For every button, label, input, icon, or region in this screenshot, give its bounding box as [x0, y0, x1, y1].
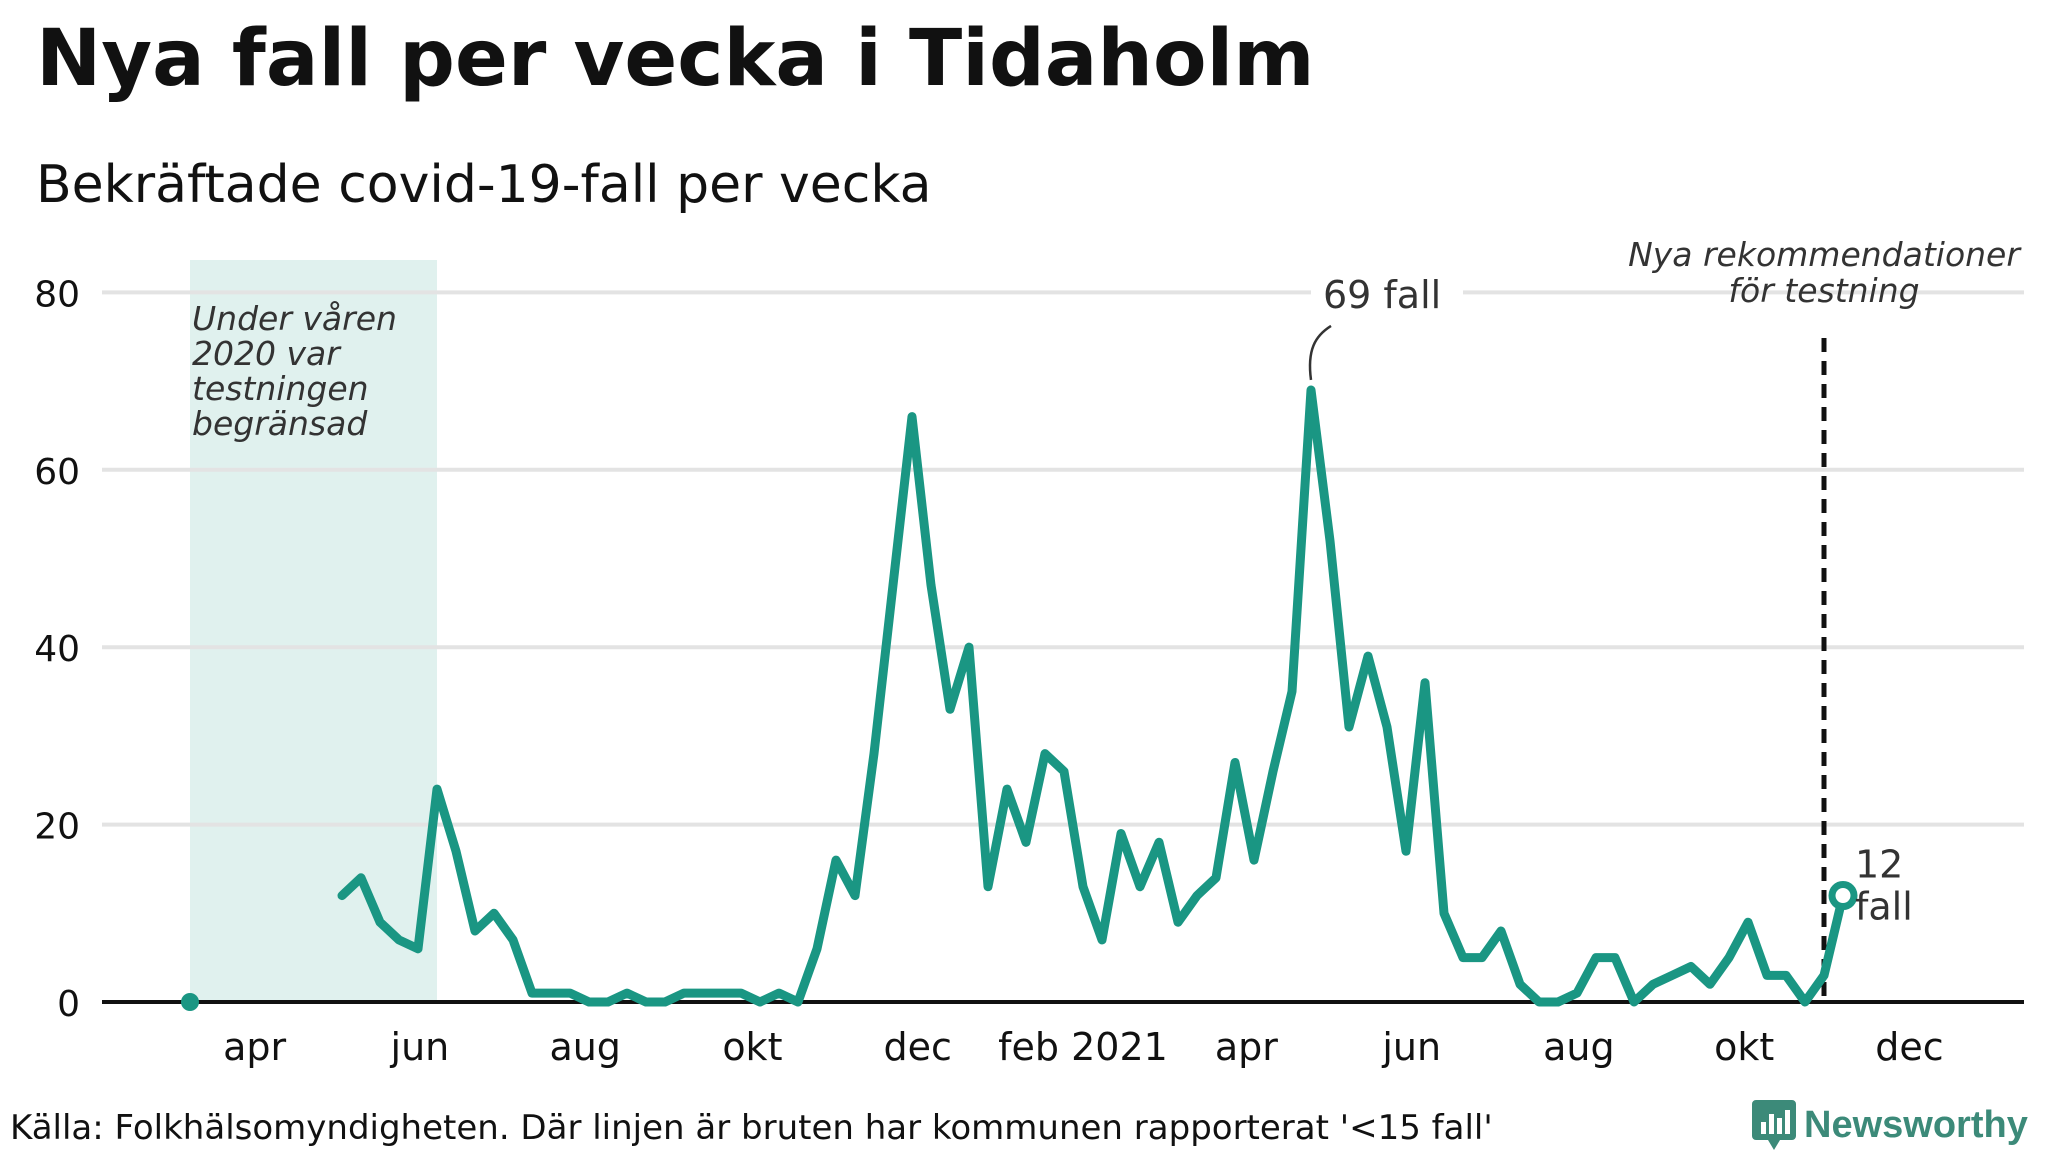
chart-subtitle: Bekräftade covid-19-fall per vecka [36, 155, 932, 215]
y-tick-label-80: 80 [34, 274, 80, 315]
x-tick-label-7: jun [1381, 1025, 1441, 1069]
newsworthy-logo-icon [1752, 1100, 1796, 1150]
x-tick-label-3: okt [722, 1025, 782, 1069]
series-line-segment-1 [337, 385, 1848, 1007]
x-tick-label-1: jun [390, 1025, 450, 1069]
shaded-region-label: Under våren 2020 var testningen begränsad [192, 299, 397, 443]
brand-name: Newsworthy [1804, 1103, 2028, 1146]
x-tick-label-5: feb 2021 [998, 1025, 1168, 1069]
latest-annotation-unit: fall [1855, 885, 1913, 929]
peak-annotation-bg [1311, 268, 1463, 320]
x-tick-label-10: dec [1875, 1025, 1943, 1069]
x-tick-label-9: okt [1714, 1025, 1774, 1069]
data-point-isolated [181, 993, 199, 1011]
peak-annotation-label: 69 fall [1323, 273, 1441, 317]
reference-line-label-1: Nya rekommendationer [1628, 235, 2022, 274]
reference-line-label-2: för testning [1728, 271, 1919, 310]
source-note: Källa: Folkhälsomyndigheten. Där linjen … [10, 1108, 1493, 1148]
shaded-region [190, 260, 437, 1002]
chart-title: Nya fall per vecka i Tidaholm [36, 14, 1315, 104]
latest-point-marker [1828, 881, 1858, 911]
x-tick-label-6: apr [1215, 1025, 1278, 1069]
x-tick-label-4: dec [883, 1025, 951, 1069]
y-tick-label-20: 20 [34, 807, 80, 848]
y-tick-label-40: 40 [34, 629, 80, 670]
y-tick-label-0: 0 [57, 984, 80, 1025]
x-tick-label-8: aug [1543, 1025, 1615, 1069]
peak-annotation-connector [1308, 324, 1332, 381]
x-tick-label-2: aug [549, 1025, 621, 1069]
brand-logo-group: Newsworthy [1752, 1098, 2028, 1152]
x-tick-label-0: apr [223, 1025, 286, 1069]
latest-annotation-value: 12 [1855, 843, 1903, 887]
y-tick-label-60: 60 [34, 452, 80, 493]
